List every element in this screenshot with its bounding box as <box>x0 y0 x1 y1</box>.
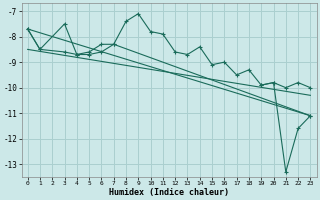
X-axis label: Humidex (Indice chaleur): Humidex (Indice chaleur) <box>109 188 229 197</box>
